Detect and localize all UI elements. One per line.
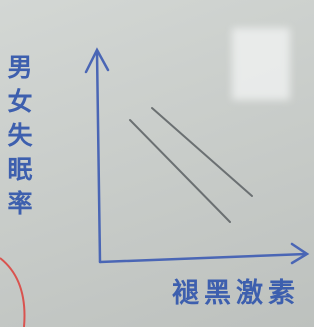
trend-line xyxy=(152,108,252,196)
y-axis xyxy=(97,52,100,262)
trend-lines xyxy=(130,108,252,222)
trend-line xyxy=(130,120,230,222)
axes xyxy=(86,50,307,263)
whiteboard-photo: 男女失眠率 褪黑激素 xyxy=(0,0,314,327)
y-axis-label: 男女失眠率 xyxy=(6,54,31,224)
x-axis xyxy=(100,254,306,262)
x-axis-label: 褪黑激素 xyxy=(172,280,300,307)
red-mark xyxy=(0,258,25,327)
